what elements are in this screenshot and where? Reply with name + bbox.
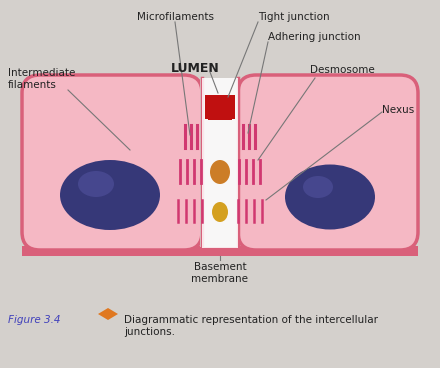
FancyBboxPatch shape: [22, 75, 202, 250]
Bar: [200, 78, 240, 247]
Text: Tight junction: Tight junction: [258, 12, 330, 22]
Text: Intermediate
filaments: Intermediate filaments: [8, 68, 75, 89]
Text: Diagrammatic representation of the intercellular
junctions.: Diagrammatic representation of the inter…: [124, 315, 378, 337]
Polygon shape: [98, 308, 118, 320]
Text: Nexus: Nexus: [382, 105, 414, 115]
Ellipse shape: [60, 160, 160, 230]
Text: Figure 3.4: Figure 3.4: [8, 315, 60, 325]
Ellipse shape: [303, 176, 333, 198]
Bar: [22, 246, 418, 256]
Text: Basement
membrane: Basement membrane: [191, 262, 249, 284]
Ellipse shape: [285, 164, 375, 230]
Bar: [202, 78, 238, 248]
FancyBboxPatch shape: [238, 75, 418, 250]
Text: Microfilaments: Microfilaments: [136, 12, 213, 22]
Ellipse shape: [210, 160, 230, 184]
Text: LUMEN: LUMEN: [171, 62, 220, 75]
Bar: [208, 95, 232, 120]
Ellipse shape: [212, 202, 228, 222]
Ellipse shape: [78, 171, 114, 197]
Text: Desmosome: Desmosome: [310, 65, 375, 75]
Bar: [205, 95, 235, 119]
Text: Adhering junction: Adhering junction: [268, 32, 361, 42]
